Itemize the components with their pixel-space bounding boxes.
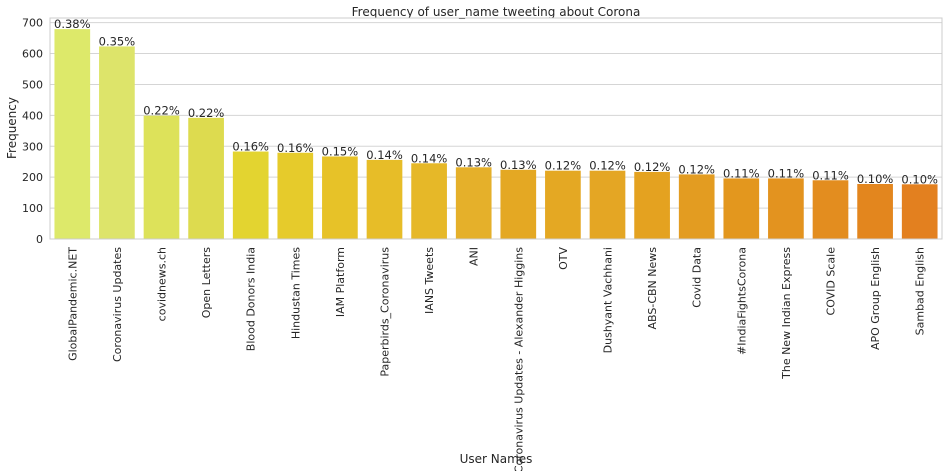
bar [366,159,403,239]
y-gridlines [50,22,942,240]
bars [54,29,938,239]
bar [277,152,314,239]
x-tick-label: Coronavirus Updates - Alexander Higgins [512,247,525,471]
bar-value-label: 0.16% [277,141,314,155]
x-tick-label: The New Indian Express [780,247,793,380]
bar-value-label: 0.13% [455,155,492,169]
y-axis-label: Frequency [5,97,19,159]
bar [143,115,180,239]
bar [411,163,447,239]
bar [322,156,358,239]
y-tick-label: 0 [36,233,43,246]
bar-value-label: 0.10% [857,172,894,186]
bar [678,174,715,239]
x-tick-label: covidnews.ch [156,247,169,321]
bar [589,170,626,239]
y-tick-label: 600 [22,48,43,61]
bar [54,29,91,239]
bar-value-label: 0.11% [812,168,849,182]
x-tick-labels: GlobalPandemic.NET Coronavirus Updates cov… [66,247,927,474]
x-tick-label: IAM Platform [334,247,347,317]
y-tick-label: 500 [22,78,43,91]
y-tick-label: 300 [22,140,43,153]
bar [812,180,849,239]
bar-value-label: 0.13% [500,158,537,172]
bar-value-label: 0.12% [545,159,582,173]
x-tick-label: OTV [557,247,570,270]
bar [723,178,760,239]
x-tick-label: Covid Data [691,247,704,308]
x-tick-label: GlobalPandemic.NET [66,247,79,361]
bar-value-label: 0.38% [54,17,91,31]
bar-value-label: 0.12% [634,160,671,174]
bar-value-label: 0.14% [366,148,403,162]
x-tick-label: Sambad English [914,247,927,335]
y-tick-label: 400 [22,109,43,122]
x-tick-label: Coronavirus Updates [111,247,124,362]
x-tick-label: Open Letters [200,247,213,318]
bar-value-label: 0.16% [232,140,269,154]
x-tick-label: Hindustan Times [289,247,302,339]
bar [768,178,804,239]
bar-value-label: 0.22% [143,104,180,118]
bar-value-label: 0.12% [678,162,715,176]
x-tick-label: ABS-CBN News [646,247,659,330]
x-tick-label: APO Group English [869,247,882,350]
y-tick-label: 700 [22,17,43,30]
y-tick-label: 200 [22,171,43,184]
x-tick-label: #IndiaFightsCorona [735,247,748,355]
x-tick-label: Blood Donors India [245,247,258,351]
bar [188,117,224,239]
bar-value-label: 0.11% [723,166,760,180]
bar-value-label: 0.11% [768,166,805,180]
bar [455,167,492,239]
bar-value-labels: 0.38% 0.35% 0.22% 0.22% 0.16% 0.16% 0.15% 0.14%… [54,17,938,186]
bar [99,46,135,239]
bar [901,184,938,239]
x-axis-label: User Names [460,452,533,466]
bar-value-label: 0.14% [411,151,448,165]
plot-frame [49,17,943,240]
x-tick-label: COVID Scale [825,247,838,316]
y-tick-label: 100 [22,202,43,215]
y-tick-labels: 0 100 200 300 400 500 600 700 [22,17,43,246]
x-tick-label: Dushyant Vachhani [602,247,615,353]
bar [500,169,537,239]
bar-value-label: 0.10% [901,172,938,186]
bar [232,151,269,239]
bar-value-label: 0.12% [589,159,626,173]
x-tick-label: IANS Tweets [423,247,436,314]
x-tick-label: ANI [468,247,481,266]
chart-title: Frequency of user_name tweeting about Co… [352,5,641,19]
bar-value-label: 0.22% [188,106,225,120]
bar-value-label: 0.15% [322,144,359,158]
bar [634,171,670,239]
bar-value-label: 0.35% [99,34,136,48]
x-tick-label: Paperbirds_Coronavirus [379,247,392,377]
bar [545,170,581,239]
bar [857,183,893,239]
